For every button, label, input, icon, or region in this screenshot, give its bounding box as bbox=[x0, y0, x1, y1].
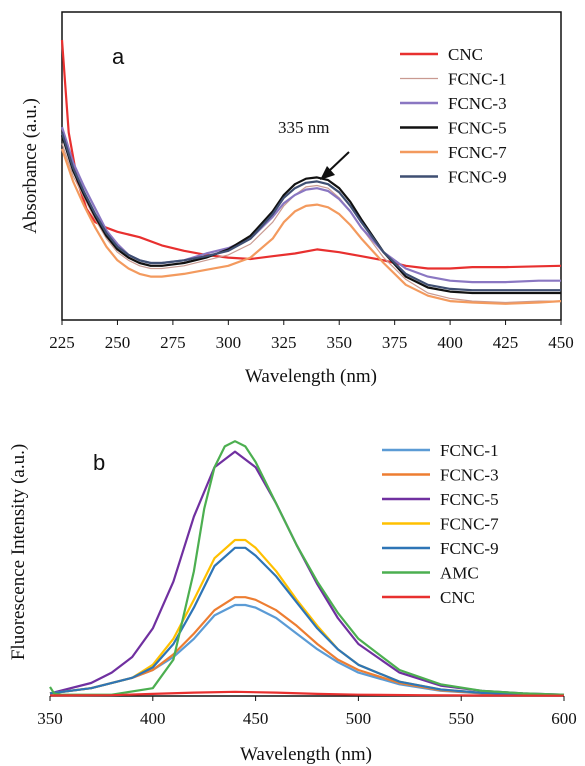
panel-a-legend-label: FCNC-1 bbox=[448, 70, 507, 89]
panel-a-series-fcnc-3 bbox=[60, 126, 561, 284]
panel-b-letter: b bbox=[93, 450, 105, 475]
panel-a-legend-label: FCNC-3 bbox=[448, 94, 507, 113]
panel-b-legend: FCNC-1 FCNC-3 FCNC-5 FCNC-7 FCNC-9 AMC CNC bbox=[382, 441, 499, 607]
panel-a-x-tick-label: 400 bbox=[437, 333, 463, 352]
panel-b-series-fcnc-5 bbox=[49, 450, 565, 696]
panel-b-x-ticks: 350 400 450 500 550 600 bbox=[37, 696, 577, 728]
panel-b-x-tick-label: 600 bbox=[551, 709, 577, 728]
panel-b-legend-label: AMC bbox=[440, 564, 479, 583]
panel-a-series-fcnc-7 bbox=[60, 148, 562, 305]
panel-a-x-tick-label: 375 bbox=[382, 333, 408, 352]
panel-b-x-axis-label: Wavelength (nm) bbox=[240, 744, 372, 765]
panel-b-y-axis-label: Fluorescence Intensity (a.u.) bbox=[8, 444, 29, 660]
panel-a-x-axis-label: Wavelength (nm) bbox=[245, 366, 377, 387]
panel-a-x-tick-label: 250 bbox=[105, 333, 131, 352]
panel-a-x-tick-label: 450 bbox=[548, 333, 574, 352]
panel-a-x-tick-label: 425 bbox=[493, 333, 519, 352]
panel-a-plot-frame bbox=[61, 11, 562, 321]
panel-b-legend-label: FCNC-5 bbox=[440, 490, 499, 509]
panel-b-x-tick-label: 400 bbox=[140, 709, 166, 728]
panel-a-peak-arrow bbox=[320, 151, 350, 180]
panel-b-x-tick-label: 500 bbox=[346, 709, 372, 728]
panel-b-x-tick-label: 350 bbox=[37, 709, 63, 728]
panel-a-x-ticks: 225 250 275 300 325 350 375 400 425 450 bbox=[49, 320, 574, 352]
panel-b-legend-label: CNC bbox=[440, 588, 475, 607]
panel-b-fluorescence-chart: 350 400 450 500 550 600 b FCNC-1FCNC-3FCNC-5F… bbox=[8, 440, 577, 765]
panel-a-series-lines bbox=[60, 39, 562, 305]
panel-b-series-cnc bbox=[49, 690, 565, 697]
panel-a-legend: CNC FCNC-1 FCNC-3 FCNC-5 FCNC-7 FCNC-9 bbox=[400, 45, 507, 187]
panel-b-series-fcnc-9 bbox=[49, 546, 565, 697]
panel-b-x-tick-label: 550 bbox=[448, 709, 474, 728]
panel-b-series-lines bbox=[49, 440, 565, 697]
panel-a-series-fcnc-9 bbox=[60, 132, 561, 292]
panel-b-x-tick-label: 450 bbox=[243, 709, 269, 728]
panel-a-legend-label: CNC bbox=[448, 45, 483, 64]
panel-a-legend-label: FCNC-9 bbox=[448, 168, 507, 187]
panel-b-legend-label: FCNC-9 bbox=[440, 539, 499, 558]
panel-a-legend-label: FCNC-5 bbox=[448, 119, 507, 138]
panel-a-series-fcnc-5 bbox=[60, 134, 561, 295]
panel-a-x-tick-label: 325 bbox=[271, 333, 297, 352]
panel-a-legend-label: FCNC-7 bbox=[448, 143, 507, 162]
panel-b-legend-label: FCNC-7 bbox=[440, 515, 499, 534]
panel-a-series-fcnc-1 bbox=[61, 143, 561, 304]
panel-a-y-axis-label: Absorbance (a.u.) bbox=[20, 98, 41, 234]
panel-a-peak-annotation: 335 nm bbox=[278, 118, 329, 137]
panel-a-absorbance-chart: 225 250 275 300 325 350 375 400 425 450 a 335 nm … bbox=[20, 11, 574, 387]
panel-b-legend-label: FCNC-1 bbox=[440, 441, 499, 460]
panel-a-x-tick-label: 275 bbox=[160, 333, 186, 352]
panel-a-letter: a bbox=[112, 44, 125, 69]
panel-b-series-fcnc-1 bbox=[49, 603, 565, 697]
panel-b-legend-label: FCNC-3 bbox=[440, 466, 499, 485]
panel-a-x-tick-label: 300 bbox=[216, 333, 242, 352]
panel-a-x-tick-label: 225 bbox=[49, 333, 75, 352]
panel-a-x-tick-label: 350 bbox=[326, 333, 352, 352]
